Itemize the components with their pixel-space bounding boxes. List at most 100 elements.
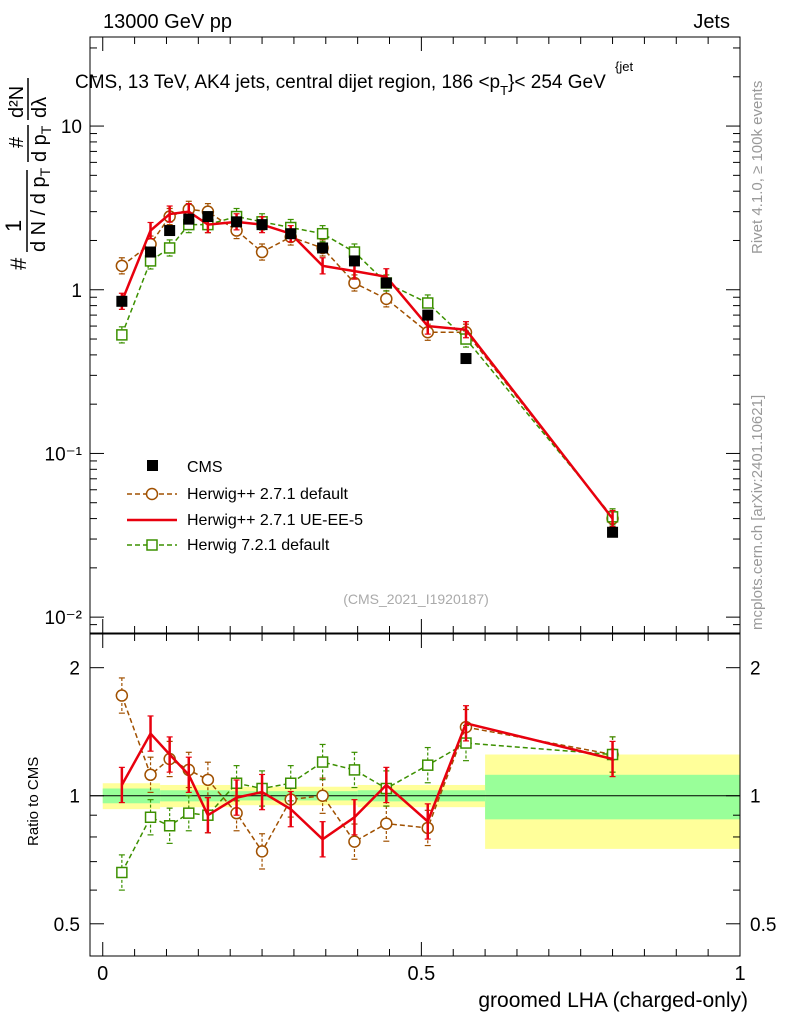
marker-cms [380, 277, 392, 289]
ratio-ticklabels: 0.5 0.5 1 1 2 2 0 0.5 1 [54, 659, 777, 985]
marker-cms [183, 213, 195, 225]
marker-hd [255, 845, 269, 858]
header-left-label: 13000 GeV pp [103, 11, 232, 33]
x-tick-label: 0.5 [407, 963, 435, 985]
ylabel-d2n: d²N [6, 86, 28, 118]
ylabel-frac-den-sub: T [37, 167, 53, 176]
legend-entry-herwig7-default: Herwig 7.2.1 default [127, 537, 330, 554]
marker-cms [348, 255, 360, 267]
main-ticks [90, 37, 741, 634]
marker-hd [201, 773, 215, 787]
main-ytick-label: 10⁻¹ [45, 444, 83, 465]
series-cms [116, 211, 619, 538]
series-hue [118, 705, 616, 858]
legend-marker-cms [147, 460, 158, 471]
x-axis-label: groomed LHA (charged-only) [478, 989, 748, 1012]
series-line-hue [120, 210, 614, 520]
ylabel-frac-den: d N / d pT [28, 167, 53, 252]
marker-hd [380, 292, 393, 306]
marker-cms [422, 309, 434, 321]
marker-cms [256, 219, 268, 231]
marker-hd [380, 817, 393, 830]
marker-cms [164, 225, 176, 237]
marker-hd [115, 689, 129, 702]
series-hd [115, 200, 619, 528]
ratio-ytick-label-left: 1 [69, 787, 80, 808]
marker-cms [285, 228, 297, 240]
ylabel-frac2-den: d pT [29, 125, 54, 162]
analysis-watermark: (CMS_2021_I1920187) [343, 591, 489, 607]
marker-hd [144, 768, 157, 782]
x-tick-label: 0 [97, 963, 108, 985]
marker-h7 [116, 866, 128, 879]
marker-h7 [316, 756, 329, 768]
ratio-ticks [90, 634, 741, 956]
marker-h7 [421, 759, 434, 771]
chart-title-text: CMS, 13 TeV, AK4 jets, central dijet reg… [75, 72, 606, 98]
marker-hd [348, 835, 361, 848]
ratio-frame [89, 633, 741, 957]
chart-title-sup: {jet [615, 59, 633, 74]
ylabel-frac-den-text: d N / d p [28, 176, 50, 252]
series-line-h7 [121, 742, 613, 873]
marker-cms [145, 246, 157, 258]
legend-label-herwigpp-default: Herwig++ 2.7.1 default [187, 486, 349, 503]
ylabel-frac2-den-sub: T [38, 125, 54, 134]
marker-h7 [316, 227, 329, 240]
legend-entry-cms: CMS [147, 459, 223, 476]
x-tick-label: 1 [734, 963, 745, 985]
legend-entry-herwigpp-ueee5: Herwig++ 2.7.1 UE-EE-5 [127, 512, 363, 529]
main-ylabel: # 1 d N / d pT # d pT d²N dλ [1, 78, 54, 270]
main-frame [89, 36, 741, 634]
ratio-ytick-label-right: 1 [750, 787, 761, 808]
marker-h7 [163, 820, 176, 832]
main-ytick-label: 10 [61, 117, 82, 138]
marker-h7 [183, 807, 195, 819]
legend-marker-herwig7-default [146, 539, 158, 551]
marker-hd [316, 789, 329, 802]
series-line-hue [120, 721, 613, 841]
chart-title-main: CMS, 13 TeV, AK4 jets, central dijet reg… [75, 72, 500, 93]
marker-h7 [116, 329, 128, 341]
marker-h7 [348, 764, 361, 776]
ylabel-frac2-num: # [6, 136, 28, 148]
header-right-label: Jets [693, 11, 730, 33]
marker-h7 [421, 297, 434, 309]
legend-label-cms: CMS [187, 459, 223, 476]
series-hue [118, 202, 616, 528]
ratio-ytick-label-left: 0.5 [54, 915, 80, 936]
marker-h7 [284, 777, 297, 789]
marker-h7 [163, 242, 176, 254]
ylabel-frac2-den-text: d p [29, 134, 51, 162]
marker-cms [607, 526, 619, 538]
ylabel-dlambda: dλ [29, 97, 51, 118]
ratio-ytick-label-left: 2 [69, 659, 80, 680]
main-series [115, 200, 619, 538]
mcplots-label: mcplots.cern.ch [arXiv:2401.10621] [749, 395, 766, 630]
legend-entry-herwigpp-default: Herwig++ 2.7.1 default [127, 486, 349, 503]
marker-cms [202, 211, 214, 223]
marker-hd [115, 259, 129, 273]
marker-hd [255, 245, 269, 259]
chart-title-tail: }< 254 GeV [508, 72, 606, 93]
ratio-series [115, 677, 619, 891]
marker-cms [231, 216, 243, 228]
marker-cms [116, 295, 128, 307]
main-panel: 10⁻² 10⁻¹ 1 10 [45, 36, 741, 634]
ylabel-frac-num: 1 [1, 220, 26, 232]
series-h7 [116, 207, 619, 526]
ratio-band-green [485, 774, 740, 820]
ratio-panel: 0.5 0.5 1 1 2 2 0 0.5 1 [54, 633, 777, 985]
ratio-ytick-label-right: 2 [750, 659, 761, 680]
legend-marker-herwigpp-default [145, 487, 159, 501]
legend-label-herwig7-default: Herwig 7.2.1 default [187, 537, 330, 554]
marker-cms [317, 242, 329, 254]
ratio-ylabel: Ratio to CMS [25, 757, 42, 846]
marker-h7 [144, 811, 157, 824]
main-ytick-label: 10⁻² [45, 608, 83, 629]
chart-title-sub: T [500, 83, 508, 98]
ratio-ytick-label-right: 0.5 [750, 915, 776, 936]
legend-label-herwigpp-ueee5: Herwig++ 2.7.1 UE-EE-5 [187, 512, 363, 529]
chart-title: CMS, 13 TeV, AK4 jets, central dijet reg… [75, 59, 633, 98]
